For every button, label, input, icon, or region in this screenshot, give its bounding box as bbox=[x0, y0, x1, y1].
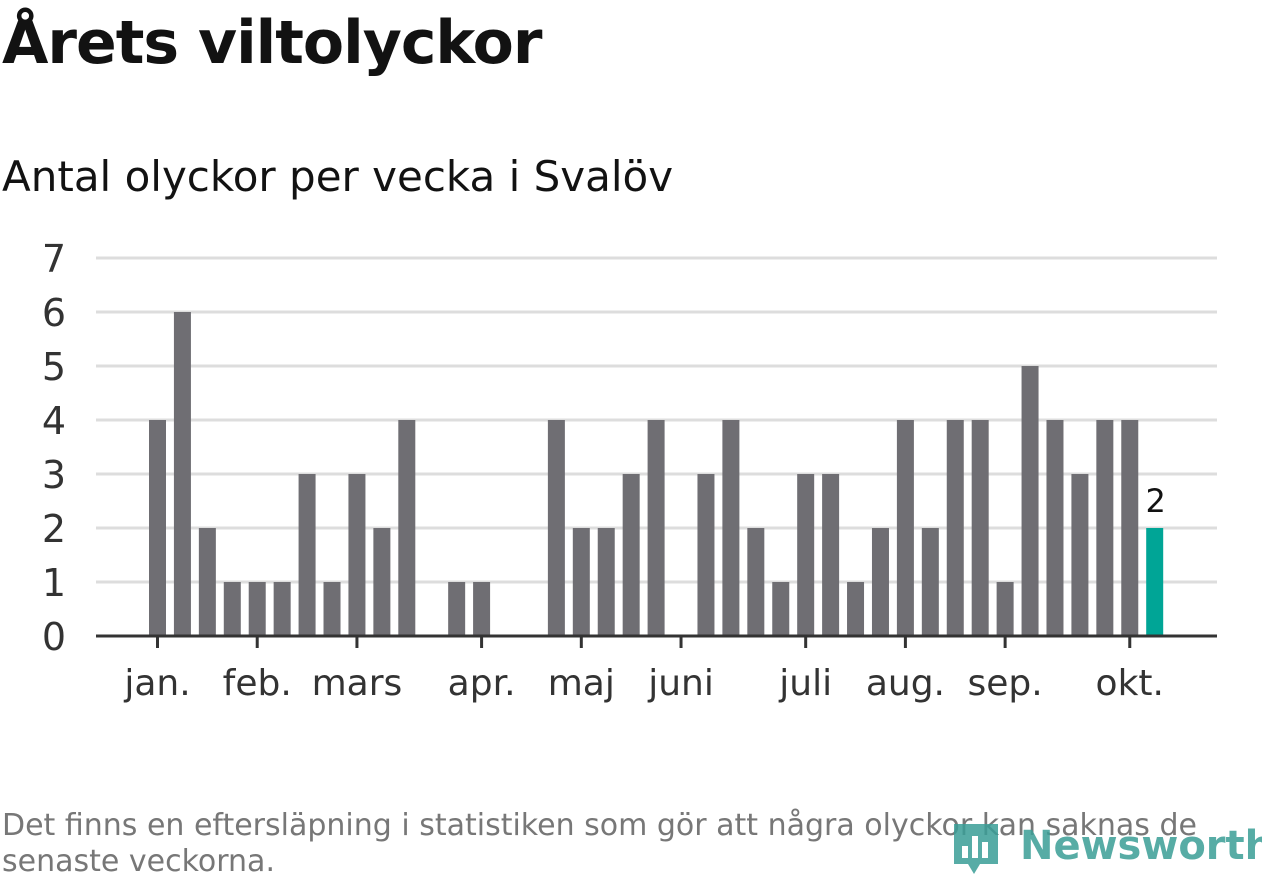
x-tick-label: maj bbox=[548, 663, 615, 704]
x-tick-label: feb. bbox=[223, 663, 292, 704]
bar bbox=[448, 582, 466, 636]
bar bbox=[622, 474, 640, 636]
chart-title: Årets viltolyckor bbox=[2, 8, 542, 78]
bar bbox=[1046, 420, 1064, 636]
bar-highlight bbox=[1146, 528, 1164, 636]
x-tick-label: apr. bbox=[448, 663, 516, 704]
chart-subtitle: Antal olyckor per vecka i Svalöv bbox=[2, 152, 674, 201]
logo-text: Newsworthy bbox=[1020, 823, 1262, 869]
bar bbox=[971, 420, 989, 636]
chart-bubble-icon bbox=[954, 824, 998, 874]
bar bbox=[921, 528, 939, 636]
bar bbox=[348, 474, 366, 636]
bars bbox=[149, 312, 1164, 636]
bar bbox=[772, 582, 790, 636]
bar bbox=[273, 582, 291, 636]
y-tick-label: 7 bbox=[42, 237, 66, 281]
x-tick-label: juni bbox=[647, 663, 714, 704]
bar bbox=[323, 582, 341, 636]
y-tick-label: 3 bbox=[42, 453, 66, 497]
x-axis-ticks: jan. feb. mars apr. maj juni juli aug. sep. okt. bbox=[123, 636, 1164, 704]
y-axis-ticks: 0 1 2 3 4 5 6 7 bbox=[42, 237, 66, 659]
y-tick-label: 6 bbox=[42, 291, 66, 335]
y-tick-label: 1 bbox=[42, 561, 66, 605]
newsworthy-logo: Newsworthy bbox=[950, 818, 1262, 876]
bar bbox=[647, 420, 665, 636]
bar bbox=[996, 582, 1014, 636]
bar bbox=[149, 420, 166, 636]
bar bbox=[198, 528, 216, 636]
bar bbox=[1021, 366, 1039, 636]
bar bbox=[896, 420, 914, 636]
data-labels: 2 bbox=[1146, 482, 1166, 520]
bar bbox=[298, 474, 316, 636]
bar bbox=[697, 474, 715, 636]
y-tick-label: 0 bbox=[42, 615, 66, 659]
y-tick-label: 2 bbox=[42, 507, 66, 551]
x-tick-label: aug. bbox=[866, 663, 945, 704]
bar bbox=[173, 312, 191, 636]
bar bbox=[547, 420, 565, 636]
bar bbox=[223, 582, 241, 636]
bar bbox=[597, 528, 615, 636]
bar bbox=[572, 528, 590, 636]
bar bbox=[1071, 474, 1089, 636]
bar bbox=[473, 582, 491, 636]
bar bbox=[847, 582, 865, 636]
bar bbox=[1096, 420, 1114, 636]
bar bbox=[797, 474, 815, 636]
bar bbox=[747, 528, 765, 636]
x-tick-label: okt. bbox=[1096, 663, 1164, 704]
bar bbox=[1121, 420, 1139, 636]
bar bbox=[248, 582, 266, 636]
bar bbox=[822, 474, 840, 636]
x-tick-label: sep. bbox=[968, 663, 1043, 704]
bar bbox=[373, 528, 391, 636]
bar bbox=[398, 420, 416, 636]
bar bbox=[722, 420, 740, 636]
x-tick-label: juli bbox=[778, 663, 832, 704]
x-tick-label: mars bbox=[312, 663, 403, 704]
bar-chart: 0 1 2 3 4 5 6 7 jan. feb. mars apr. maj juni juli aug.… bbox=[42, 237, 1217, 704]
bar bbox=[946, 420, 964, 636]
x-tick-label: jan. bbox=[123, 663, 190, 704]
y-tick-label: 5 bbox=[42, 345, 66, 389]
bar bbox=[871, 528, 889, 636]
data-label: 2 bbox=[1146, 482, 1166, 520]
y-tick-label: 4 bbox=[42, 399, 66, 443]
